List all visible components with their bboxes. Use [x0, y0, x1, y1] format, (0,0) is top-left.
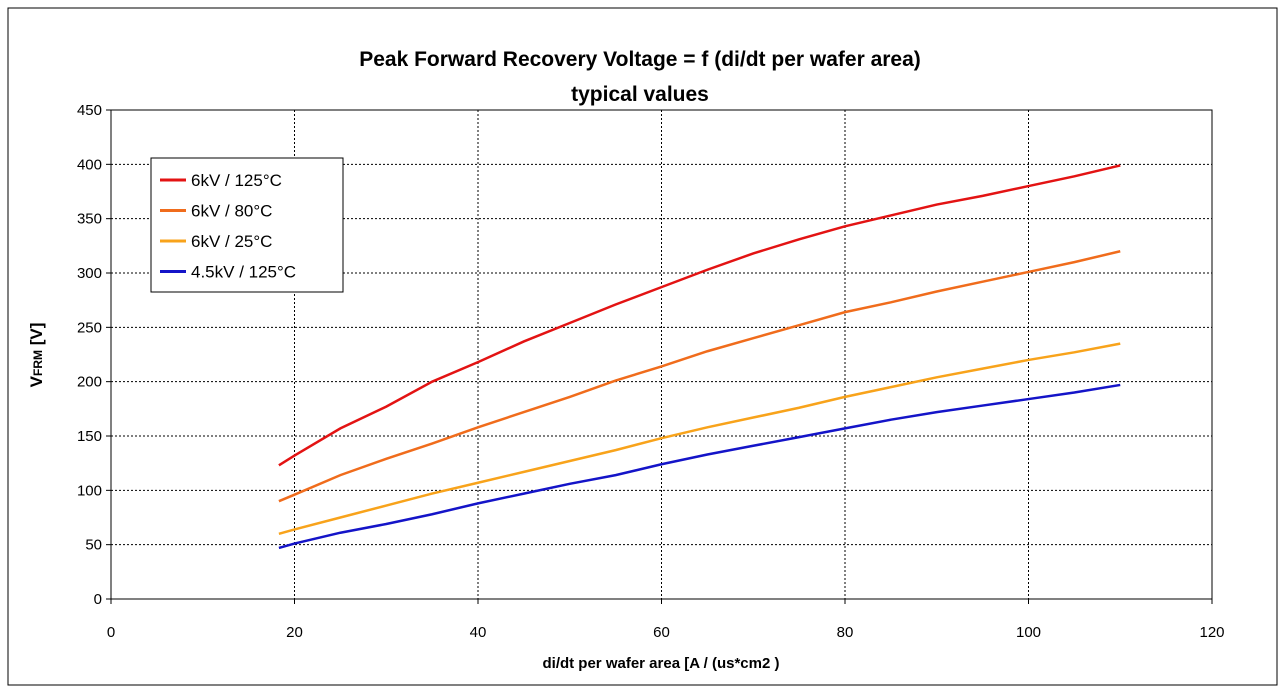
- legend-label: 6kV / 125°C: [191, 171, 282, 190]
- series-line: [278, 250, 1121, 503]
- y-label-sub: FRM: [31, 350, 45, 376]
- x-axis-label: di/dt per wafer area [A / (us*cm2 ): [542, 655, 779, 672]
- y-label-rest: [V]: [27, 323, 46, 350]
- y-tick-label: 150: [77, 428, 102, 445]
- x-tick-label: 0: [107, 624, 115, 641]
- y-label-main: V: [27, 375, 46, 387]
- chart-border: [7, 7, 1278, 686]
- series-line: [278, 383, 1121, 550]
- series-line: [278, 164, 1121, 467]
- y-axis-label: VFRM [V]: [27, 323, 46, 388]
- y-tick-label: 300: [77, 265, 102, 282]
- y-tick-label: 450: [77, 102, 102, 119]
- x-tick-label: 20: [286, 624, 303, 641]
- x-tick-label: 100: [1016, 624, 1041, 641]
- y-tick-label: 200: [77, 374, 102, 391]
- y-tick-label: 0: [94, 591, 102, 608]
- legend-label: 6kV / 25°C: [191, 232, 272, 251]
- legend-label: 6kV / 80°C: [191, 202, 272, 221]
- y-tick-label: 250: [77, 319, 102, 336]
- series-line: [278, 342, 1121, 536]
- x-tick-label: 120: [1199, 624, 1224, 641]
- chart-subtitle: typical values: [571, 83, 709, 106]
- x-tick-label: 60: [653, 624, 670, 641]
- x-tick-label: 40: [470, 624, 487, 641]
- chart-title: Peak Forward Recovery Voltage = f (di/dt…: [359, 48, 921, 71]
- y-tick-label: 50: [85, 537, 102, 554]
- y-tick-label: 400: [77, 156, 102, 173]
- plot-border: [110, 109, 1213, 600]
- x-tick-label: 80: [837, 624, 854, 641]
- legend-label: 4.5kV / 125°C: [191, 263, 296, 282]
- y-tick-label: 350: [77, 211, 102, 228]
- y-tick-label: 100: [77, 482, 102, 499]
